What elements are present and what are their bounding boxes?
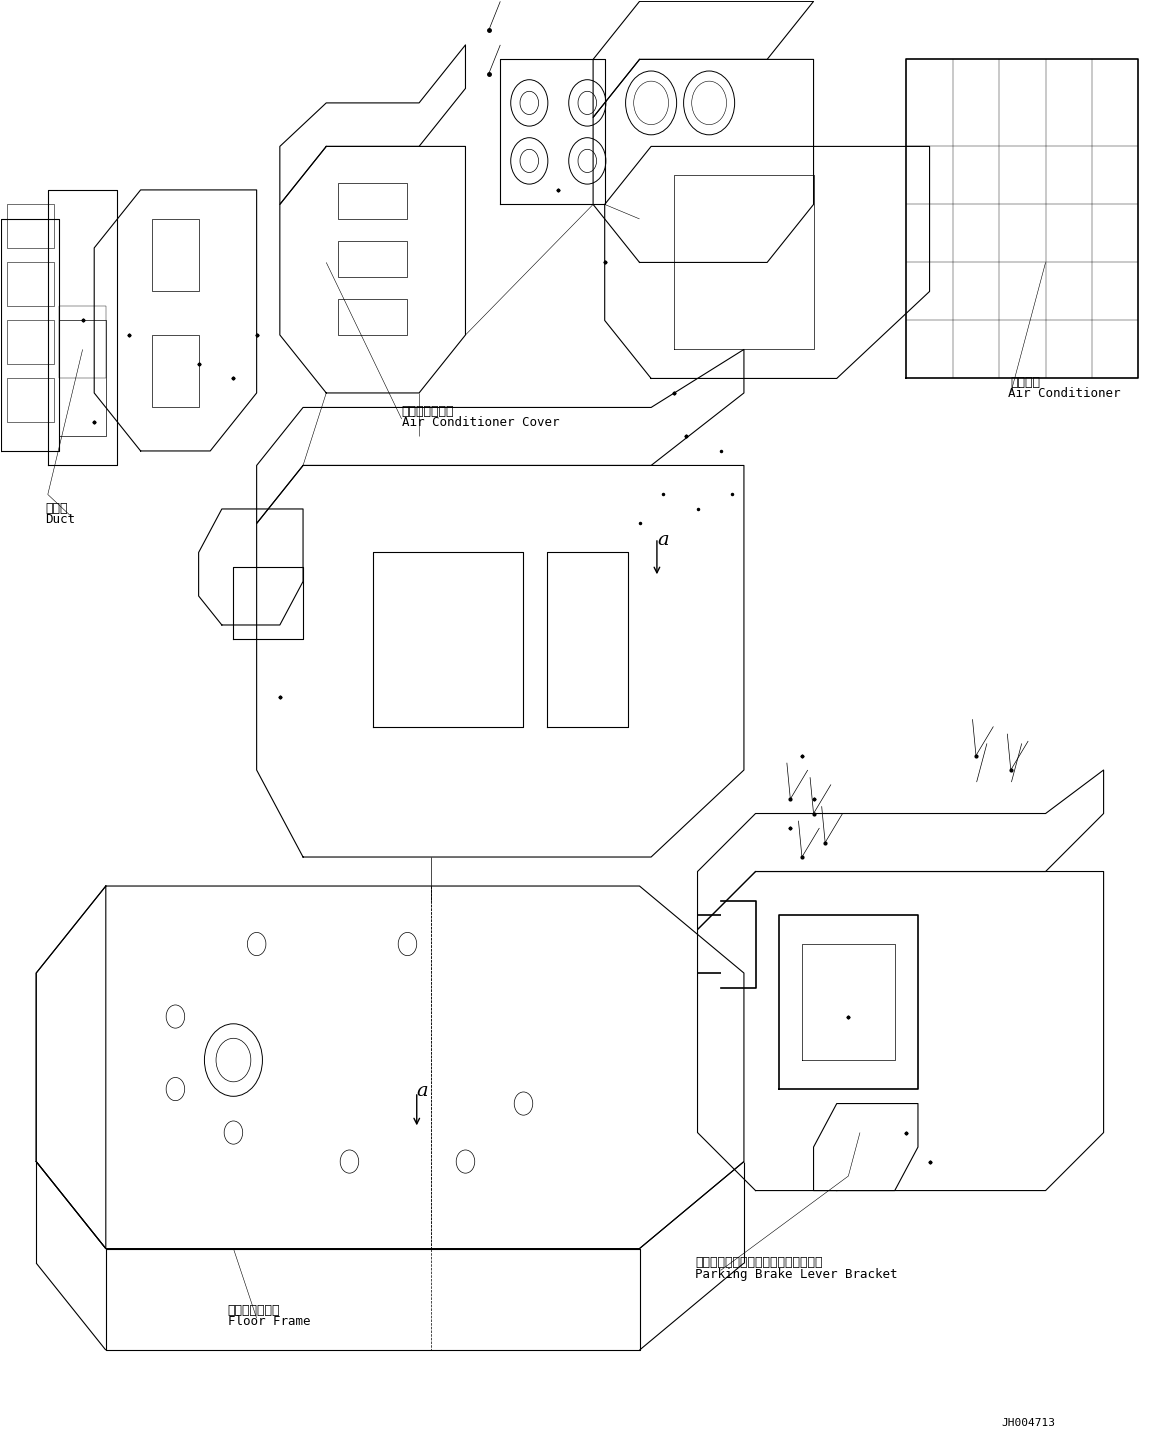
Bar bbox=[152, 336, 199, 407]
Bar bbox=[7, 205, 53, 248]
Bar bbox=[59, 321, 106, 436]
Bar bbox=[7, 321, 53, 363]
Text: パーキングブレーキレバーブラケット: パーキングブレーキレバーブラケット bbox=[695, 1255, 822, 1268]
Bar bbox=[7, 263, 53, 307]
Text: Duct: Duct bbox=[45, 513, 76, 526]
Text: フロアフレーム: フロアフレーム bbox=[228, 1303, 280, 1316]
Text: JH004713: JH004713 bbox=[1001, 1418, 1056, 1427]
Bar bbox=[338, 241, 407, 278]
Text: Parking Brake Lever Bracket: Parking Brake Lever Bracket bbox=[695, 1267, 898, 1280]
Text: エアコン: エアコン bbox=[1011, 376, 1041, 389]
Bar bbox=[338, 183, 407, 219]
Text: Air Conditioner Cover: Air Conditioner Cover bbox=[401, 417, 559, 429]
Bar bbox=[7, 378, 53, 421]
Text: Air Conditioner: Air Conditioner bbox=[1008, 388, 1121, 400]
Bar bbox=[59, 307, 106, 378]
Text: Floor Frame: Floor Frame bbox=[228, 1315, 311, 1328]
Text: a: a bbox=[657, 532, 669, 549]
Bar bbox=[338, 299, 407, 336]
Text: a: a bbox=[416, 1082, 428, 1100]
Text: エアコンカバー: エアコンカバー bbox=[401, 405, 455, 417]
Text: ダクト: ダクト bbox=[45, 501, 67, 514]
Bar bbox=[152, 219, 199, 292]
